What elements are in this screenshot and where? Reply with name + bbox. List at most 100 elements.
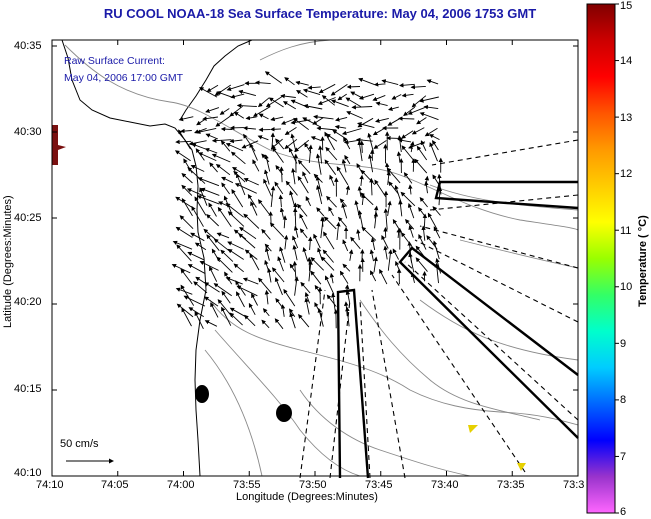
current-vector	[210, 302, 219, 318]
current-vector	[356, 229, 361, 241]
current-vector	[386, 167, 401, 184]
current-vectors	[171, 71, 444, 330]
current-vector	[357, 140, 363, 162]
current-vector	[310, 270, 322, 285]
x-tick-label: 73:3	[563, 479, 585, 491]
current-vector	[262, 308, 270, 317]
current-vector	[423, 104, 439, 110]
current-vector	[357, 122, 375, 129]
current-vector	[332, 129, 348, 140]
current-vector	[330, 84, 348, 96]
current-vector	[403, 106, 416, 117]
current-vector	[381, 79, 399, 86]
current-vector	[244, 314, 256, 327]
current-vector	[248, 302, 256, 316]
map-title: RU COOL NOAA-18 Sea Surface Temperature:…	[103, 6, 537, 21]
current-vector	[234, 183, 257, 194]
current-vector	[191, 205, 204, 227]
current-vector	[226, 84, 245, 91]
current-vector	[360, 169, 376, 186]
current-vector	[284, 77, 295, 86]
current-vector	[205, 133, 219, 140]
current-vector	[298, 314, 310, 328]
current-vector	[199, 87, 218, 98]
current-vector	[249, 253, 260, 271]
coastline	[61, 39, 253, 477]
current-vector	[414, 158, 428, 174]
current-vector	[357, 210, 364, 229]
current-vector	[318, 145, 323, 164]
annotation-line1: Raw Surface Current:	[64, 55, 165, 67]
current-vector	[193, 281, 208, 294]
current-vector	[274, 181, 284, 195]
current-vector	[422, 213, 428, 229]
current-vector	[307, 236, 313, 251]
current-vector	[329, 174, 335, 186]
current-vector	[346, 84, 361, 90]
current-vector	[215, 163, 231, 176]
current-vector	[289, 312, 296, 329]
current-vector	[408, 225, 414, 238]
current-vector	[304, 297, 310, 315]
current-vector	[342, 263, 351, 272]
current-vector	[200, 187, 220, 196]
current-vector	[312, 117, 324, 125]
current-vector	[361, 226, 377, 241]
current-vector	[427, 212, 438, 230]
current-vector	[432, 240, 440, 260]
y-tick-label: 40:25	[14, 212, 42, 224]
current-vector	[211, 138, 232, 143]
x-tick-label: 73:55	[233, 479, 261, 491]
x-tick-label: 73:50	[299, 479, 327, 491]
current-vector	[208, 202, 217, 217]
current-vector	[278, 194, 284, 208]
colorbar-tick-label: 13	[620, 112, 633, 124]
current-vector	[264, 71, 282, 84]
current-vector	[328, 206, 334, 217]
current-vector	[339, 270, 349, 284]
current-vector	[282, 101, 297, 110]
current-vector	[304, 142, 312, 153]
current-vector	[367, 154, 374, 173]
current-vector	[219, 108, 230, 115]
current-vector	[314, 302, 322, 316]
current-vector	[388, 181, 399, 195]
current-vector	[270, 116, 284, 122]
current-vector	[356, 137, 373, 143]
current-vector	[386, 170, 391, 185]
current-vector	[345, 97, 362, 108]
current-vector	[341, 158, 347, 173]
current-vector	[255, 80, 271, 85]
current-vector	[199, 187, 208, 206]
scale-label: 50 cm/s	[60, 438, 99, 450]
current-vector	[383, 208, 389, 230]
current-vector	[398, 116, 415, 121]
x-tick-label: 74:00	[167, 479, 195, 491]
current-vector	[183, 295, 206, 307]
x-tick-label: 73:45	[365, 479, 393, 491]
current-vector	[421, 225, 426, 241]
y-tick-label: 40:20	[14, 296, 42, 308]
current-vector	[229, 138, 243, 144]
current-vector	[264, 154, 271, 172]
current-vector	[294, 139, 310, 152]
y-tick-label: 40:35	[14, 40, 42, 52]
current-vector	[216, 256, 233, 273]
current-vector	[284, 138, 298, 150]
current-vector	[204, 320, 218, 327]
current-vector	[394, 184, 403, 205]
current-vector	[323, 231, 335, 250]
current-vector	[297, 159, 311, 175]
current-vector	[274, 318, 284, 330]
current-vector	[338, 216, 347, 228]
current-vector	[391, 94, 402, 100]
current-vector	[229, 105, 243, 117]
current-vector	[294, 276, 299, 296]
current-vector	[264, 169, 270, 185]
current-vector	[324, 275, 335, 295]
current-vector	[403, 172, 413, 184]
current-vector	[181, 198, 193, 217]
current-vector	[221, 290, 231, 304]
current-vector	[387, 200, 392, 216]
current-vector	[293, 117, 309, 131]
